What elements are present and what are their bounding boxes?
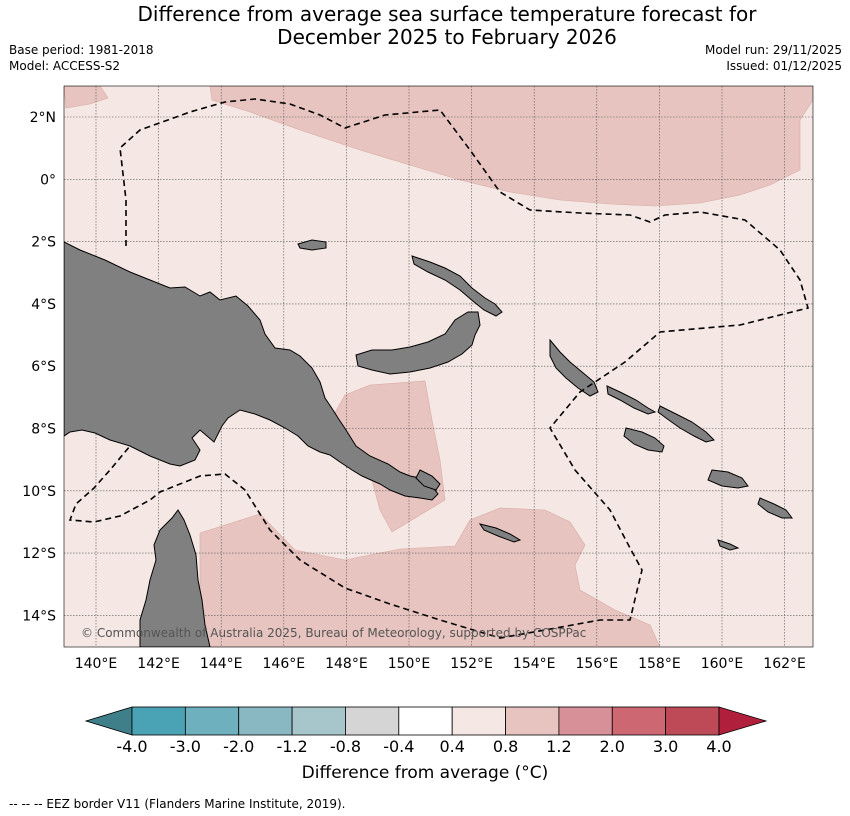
colorbar-segment <box>505 706 560 736</box>
land-bougainville <box>549 338 599 397</box>
model-name: Model: ACCESS-S2 <box>9 59 121 73</box>
issued-date: Issued: 01/12/2025 <box>726 59 842 73</box>
colorbar-extend-high <box>718 706 768 736</box>
colorbar-segment <box>291 706 346 736</box>
colorbar-tick-label: -1.2 <box>276 737 307 756</box>
lon-tick-label: 142°E <box>137 656 180 672</box>
lon-tick-label: 156°E <box>576 656 619 672</box>
land-choiseul <box>606 385 657 415</box>
land-dentrecasteaux <box>415 469 441 491</box>
lat-tick-label: 2°N <box>30 110 56 126</box>
anomaly-region-coral-sea <box>199 507 661 647</box>
colorbar-segment <box>611 706 667 736</box>
colorbar-segment <box>451 706 506 736</box>
land-santa-isabel <box>657 405 715 443</box>
chart-title: Difference from average sea surface temp… <box>0 3 850 49</box>
model-run: Model run: 29/11/2025 <box>704 43 842 57</box>
land-guadalcanal <box>623 427 665 453</box>
lon-tick-label: 146°E <box>263 656 306 672</box>
lon-tick-label: 144°E <box>200 656 243 672</box>
colorbar-tick-label: -0.8 <box>330 737 361 756</box>
colorbar-label: Difference from average (°C) <box>301 763 549 783</box>
land-rennell <box>717 539 740 551</box>
lat-tick-label: 14°S <box>22 608 56 624</box>
colorbar-tick-label: 3.0 <box>653 737 678 756</box>
meta-left: Base period: 1981-2018 Model: ACCESS-S2 <box>9 42 154 74</box>
land-australia <box>139 509 211 647</box>
eez-footnote: -- -- -- EEZ border V11 (Flanders Marine… <box>9 797 346 811</box>
colorbar-tick-label: 2.0 <box>600 737 625 756</box>
colorbar-tick-label: -4.0 <box>116 737 147 756</box>
colorbar-segment <box>131 706 186 736</box>
land-malaita <box>707 469 749 489</box>
lon-tick-label: 140°E <box>75 656 118 672</box>
latitude-ticks: 2°N 0° 2°S 4°S 6°S 8°S 10°S 12°S 14°S <box>22 110 56 624</box>
lat-tick-label: 4°S <box>31 297 56 313</box>
colorbar-extend-low <box>84 706 133 736</box>
title-line-2: December 2025 to February 2026 <box>277 25 617 49</box>
colorbar-tick-label: 4.0 <box>706 737 731 756</box>
meta-right: Model run: 29/11/2025 Issued: 01/12/2025 <box>705 42 842 74</box>
colorbar-tick-label: 0.8 <box>493 737 518 756</box>
lat-tick-label: 2°S <box>31 235 56 251</box>
lat-tick-label: 12°S <box>22 546 56 562</box>
colorbar-segment <box>345 706 400 736</box>
colorbar-tick-label: -2.0 <box>223 737 254 756</box>
land-louisiade <box>478 523 522 543</box>
colorbar-segment <box>398 706 453 736</box>
lat-tick-label: 10°S <box>22 484 56 500</box>
lon-tick-label: 162°E <box>763 656 806 672</box>
lon-tick-label: 160°E <box>701 656 744 672</box>
lon-tick-label: 152°E <box>450 656 493 672</box>
longitude-ticks: 140°E 142°E 144°E 146°E 148°E 150°E 152°E 154°E… <box>75 656 806 672</box>
colorbar-tick-label: 0.4 <box>439 737 464 756</box>
colorbar: -4.0 -3.0 -2.0 -1.2 -0.8 -0.4 0.4 0.8 1.2 2.0 3.0 4… <box>84 706 768 756</box>
lon-tick-label: 154°E <box>513 656 556 672</box>
colorbar-tick-label: 1.2 <box>546 737 571 756</box>
colorbar-tick-label: -0.4 <box>383 737 414 756</box>
colorbar-segment <box>238 706 293 736</box>
lat-tick-label: 6°S <box>31 359 56 375</box>
anomaly-region-north <box>209 86 813 207</box>
colorbar-segment <box>665 706 720 736</box>
land-manus <box>297 239 327 251</box>
lon-tick-label: 158°E <box>638 656 681 672</box>
land-new-ireland <box>411 255 503 317</box>
anomaly-region-nw <box>64 86 109 109</box>
title-line-1: Difference from average sea surface temp… <box>137 2 757 26</box>
land-new-britain <box>355 311 481 375</box>
map-frame <box>63 85 814 648</box>
land-new-guinea <box>64 241 439 501</box>
copyright-text: © Commonwealth of Australia 2025, Bureau… <box>81 626 586 640</box>
base-period: Base period: 1981-2018 <box>9 43 154 57</box>
land-makira <box>757 497 793 519</box>
lon-tick-label: 148°E <box>325 656 368 672</box>
colorbar-segment <box>184 706 240 736</box>
lon-tick-label: 150°E <box>388 656 431 672</box>
colorbar-segment <box>558 706 613 736</box>
lat-tick-label: 0° <box>40 172 56 188</box>
colorbar-tick-label: -3.0 <box>170 737 201 756</box>
lat-tick-label: 8°S <box>31 422 56 438</box>
